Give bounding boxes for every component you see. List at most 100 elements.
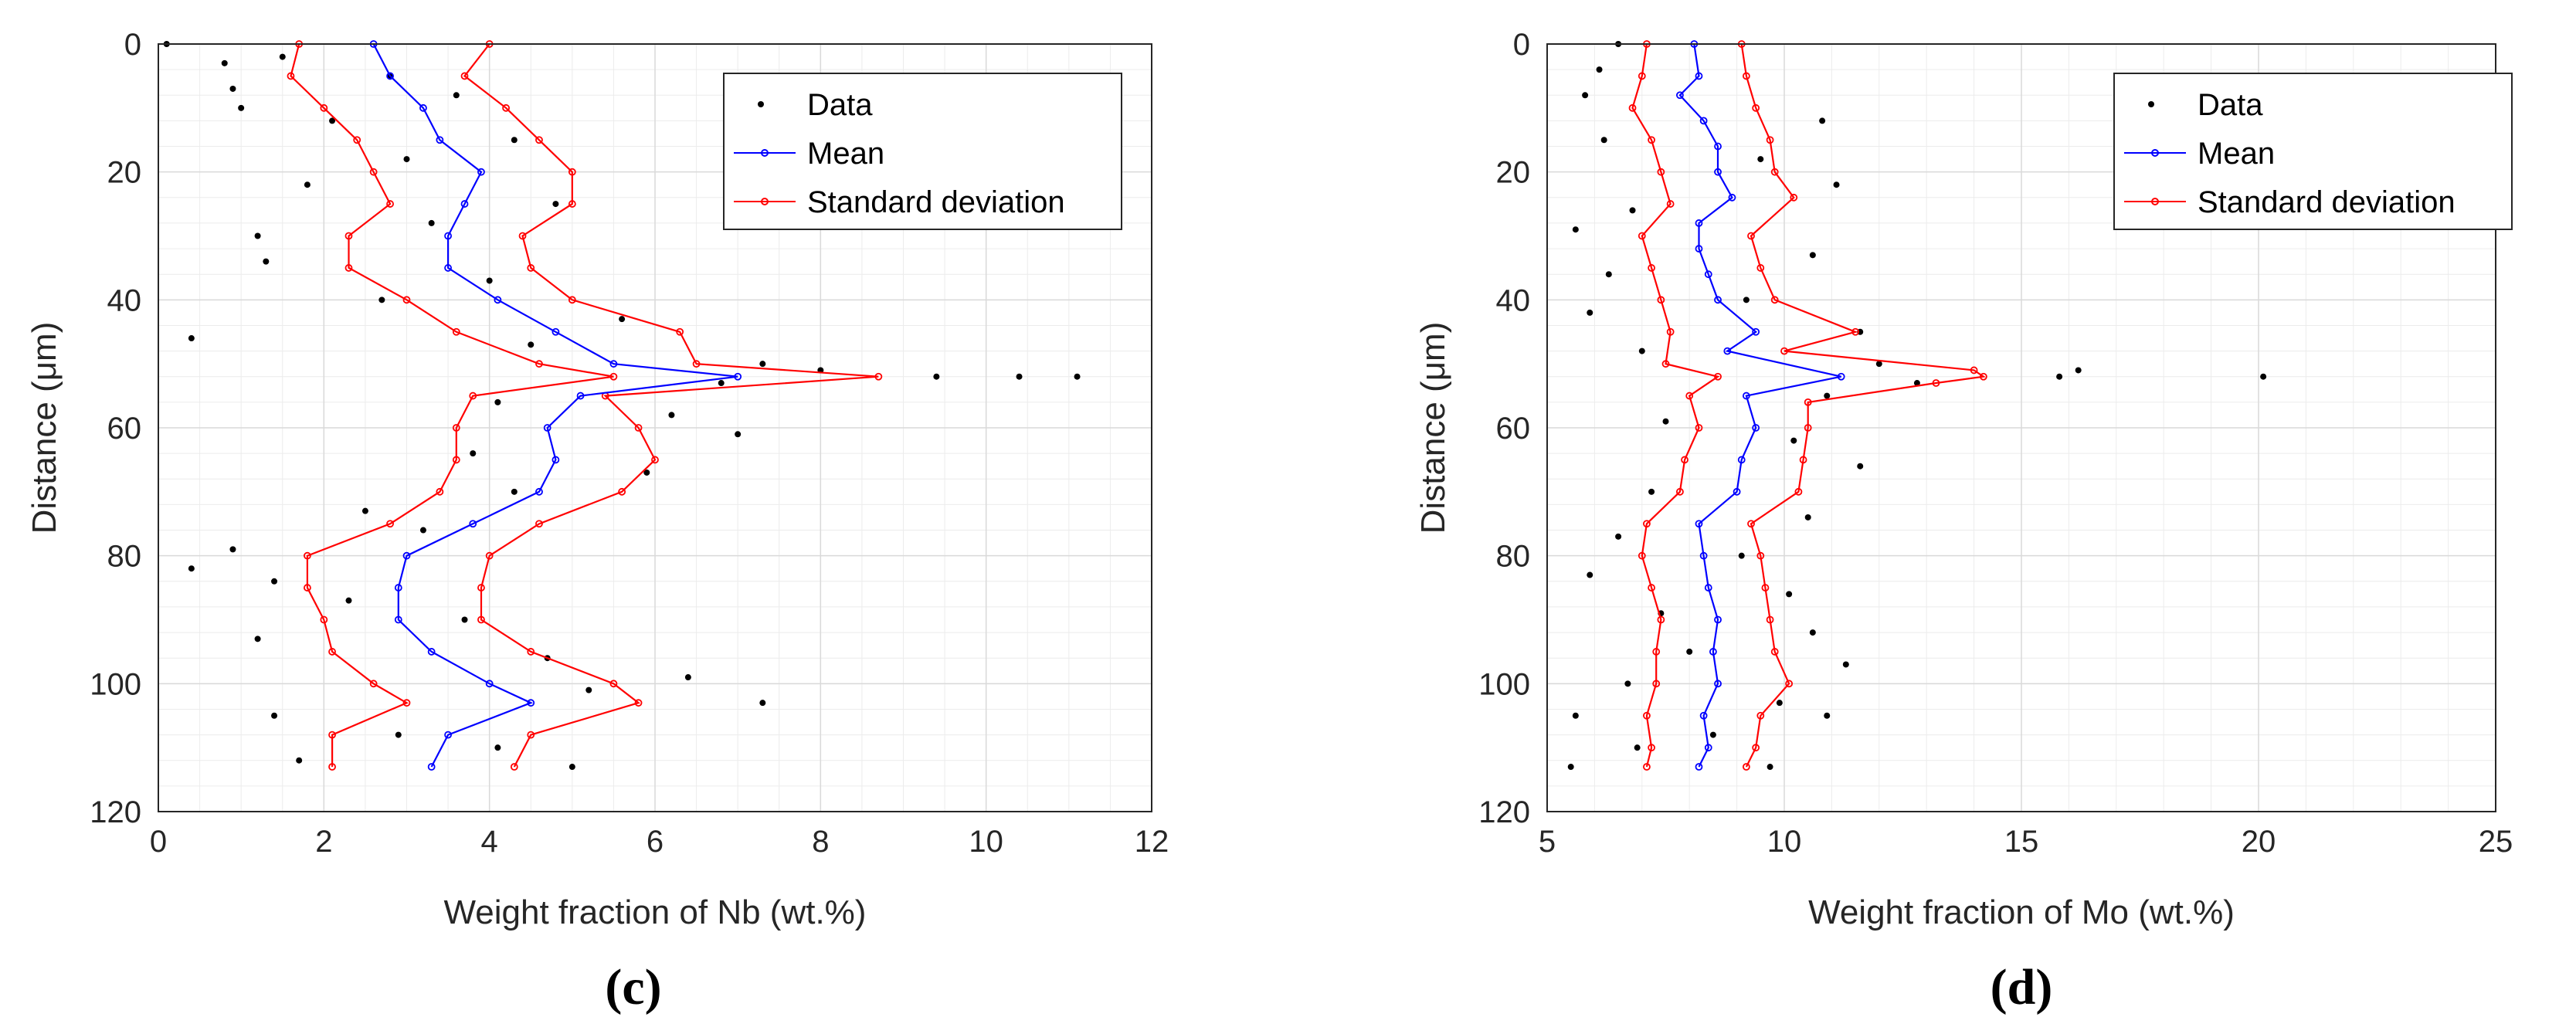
data-point — [361, 507, 368, 514]
std-lower-marker — [1657, 296, 1665, 304]
data-point — [585, 687, 592, 693]
data-point — [470, 450, 477, 457]
mean-marker — [1714, 296, 1722, 304]
mean-marker — [427, 763, 436, 771]
legend: Data Mean Standard deviation — [723, 73, 1122, 230]
y-tick-label: 80 — [107, 540, 142, 574]
data-point — [221, 59, 228, 66]
std-lower-marker — [1676, 487, 1684, 496]
legend-marker-mean — [2151, 149, 2159, 157]
std-lower-marker — [1666, 327, 1675, 336]
data-point — [568, 764, 575, 771]
mean-marker — [427, 648, 436, 656]
std-upper-marker — [568, 200, 576, 208]
std-lower-marker — [452, 424, 460, 432]
std-lower-marker — [328, 648, 336, 656]
data-point — [2260, 373, 2267, 380]
legend: Data Mean Standard deviation — [2113, 73, 2513, 230]
x-tick-label: 20 — [2242, 825, 2276, 859]
std-lower-marker — [469, 392, 477, 400]
mean-marker — [1752, 327, 1760, 336]
std-lower-marker — [287, 72, 295, 80]
data-point — [1776, 700, 1783, 707]
std-lower-marker — [369, 168, 378, 176]
y-tick-labels: 0 20 40 60 80 100 120 — [1478, 28, 1530, 829]
data-point — [759, 700, 766, 707]
mean-marker — [552, 327, 560, 336]
y-tick-labels: 0 20 40 60 80 100 120 — [90, 28, 141, 829]
std-lower-marker — [452, 456, 460, 464]
data-point — [329, 117, 336, 124]
std-lower-marker — [1648, 264, 1655, 272]
data-point — [933, 373, 940, 380]
std-upper-marker — [1756, 551, 1765, 560]
mean-marker — [576, 392, 585, 400]
std-upper-marker — [1794, 487, 1803, 496]
legend-box — [723, 73, 1122, 230]
data-series — [163, 40, 1081, 771]
x-tick-label: 10 — [1767, 825, 1802, 859]
std-lower-marker — [369, 680, 378, 688]
legend-entry-mean: Mean — [734, 137, 884, 171]
std-upper-marker — [1799, 456, 1807, 464]
mean-marker — [1704, 270, 1712, 279]
std-lower-marker — [1681, 456, 1688, 464]
chart-panel-d: 5 10 15 20 25 0 20 40 60 80 100 120 Weight fractio… — [1414, 28, 2513, 1015]
data-point — [1629, 207, 1636, 214]
data-point — [229, 546, 236, 553]
y-tick-label: 100 — [90, 667, 141, 701]
std-lower-marker — [1648, 584, 1655, 592]
y-tick-label: 80 — [1496, 540, 1531, 574]
x-tick-label: 10 — [969, 825, 1003, 859]
mean-marker — [444, 731, 452, 739]
mean-marker — [477, 168, 485, 176]
mean-marker — [1723, 347, 1732, 355]
x-tick-label: 5 — [1539, 825, 1556, 859]
mean-marker — [1714, 615, 1722, 624]
std-upper-marker — [1756, 264, 1765, 272]
mean-marker — [1737, 456, 1746, 464]
y-tick-label: 120 — [90, 795, 141, 829]
y-tick-label: 20 — [107, 156, 142, 190]
std-lower-marker — [1657, 168, 1665, 176]
data-point — [1842, 661, 1849, 668]
legend-entry-std: Standard deviation — [2124, 185, 2456, 219]
data-point — [1824, 392, 1831, 399]
mean-marker — [1699, 551, 1708, 560]
x-tick-labels: 5 10 15 20 25 — [1539, 825, 2513, 859]
legend-label-std: Standard deviation — [2198, 185, 2456, 219]
std-upper-marker — [1752, 103, 1760, 112]
data-point — [2056, 373, 2063, 380]
data-point — [345, 597, 352, 604]
axes-frame — [158, 43, 1152, 812]
data-point — [1587, 309, 1593, 316]
data-point — [1833, 181, 1840, 188]
data-point — [428, 219, 435, 226]
data-point — [1686, 648, 1693, 655]
data-point — [1743, 297, 1750, 303]
data-point — [643, 469, 650, 476]
mean-marker — [419, 103, 427, 112]
data-point — [1638, 347, 1645, 354]
std-upper-marker — [1747, 232, 1755, 240]
y-tick-label: 40 — [107, 283, 142, 317]
mean-marker — [1742, 392, 1750, 400]
data-point — [511, 137, 518, 144]
std-upper-marker — [1790, 193, 1798, 202]
std-upper-marker — [609, 680, 618, 688]
std-upper-marker — [568, 168, 576, 176]
panel-label: (c) — [605, 959, 661, 1015]
std-lower-marker — [386, 200, 394, 208]
data-point — [1615, 533, 1622, 540]
std-lower-marker — [320, 103, 328, 112]
std-upper-marker — [1766, 615, 1774, 624]
std-upper-marker — [1970, 366, 1978, 375]
y-tick-label: 20 — [1496, 156, 1531, 190]
data-point — [1819, 117, 1826, 124]
mean-marker — [543, 424, 552, 432]
data-point — [494, 398, 501, 405]
data-point — [1857, 463, 1864, 470]
mean-marker — [485, 680, 494, 688]
mean-marker — [1714, 142, 1722, 151]
data-point — [1875, 361, 1882, 368]
